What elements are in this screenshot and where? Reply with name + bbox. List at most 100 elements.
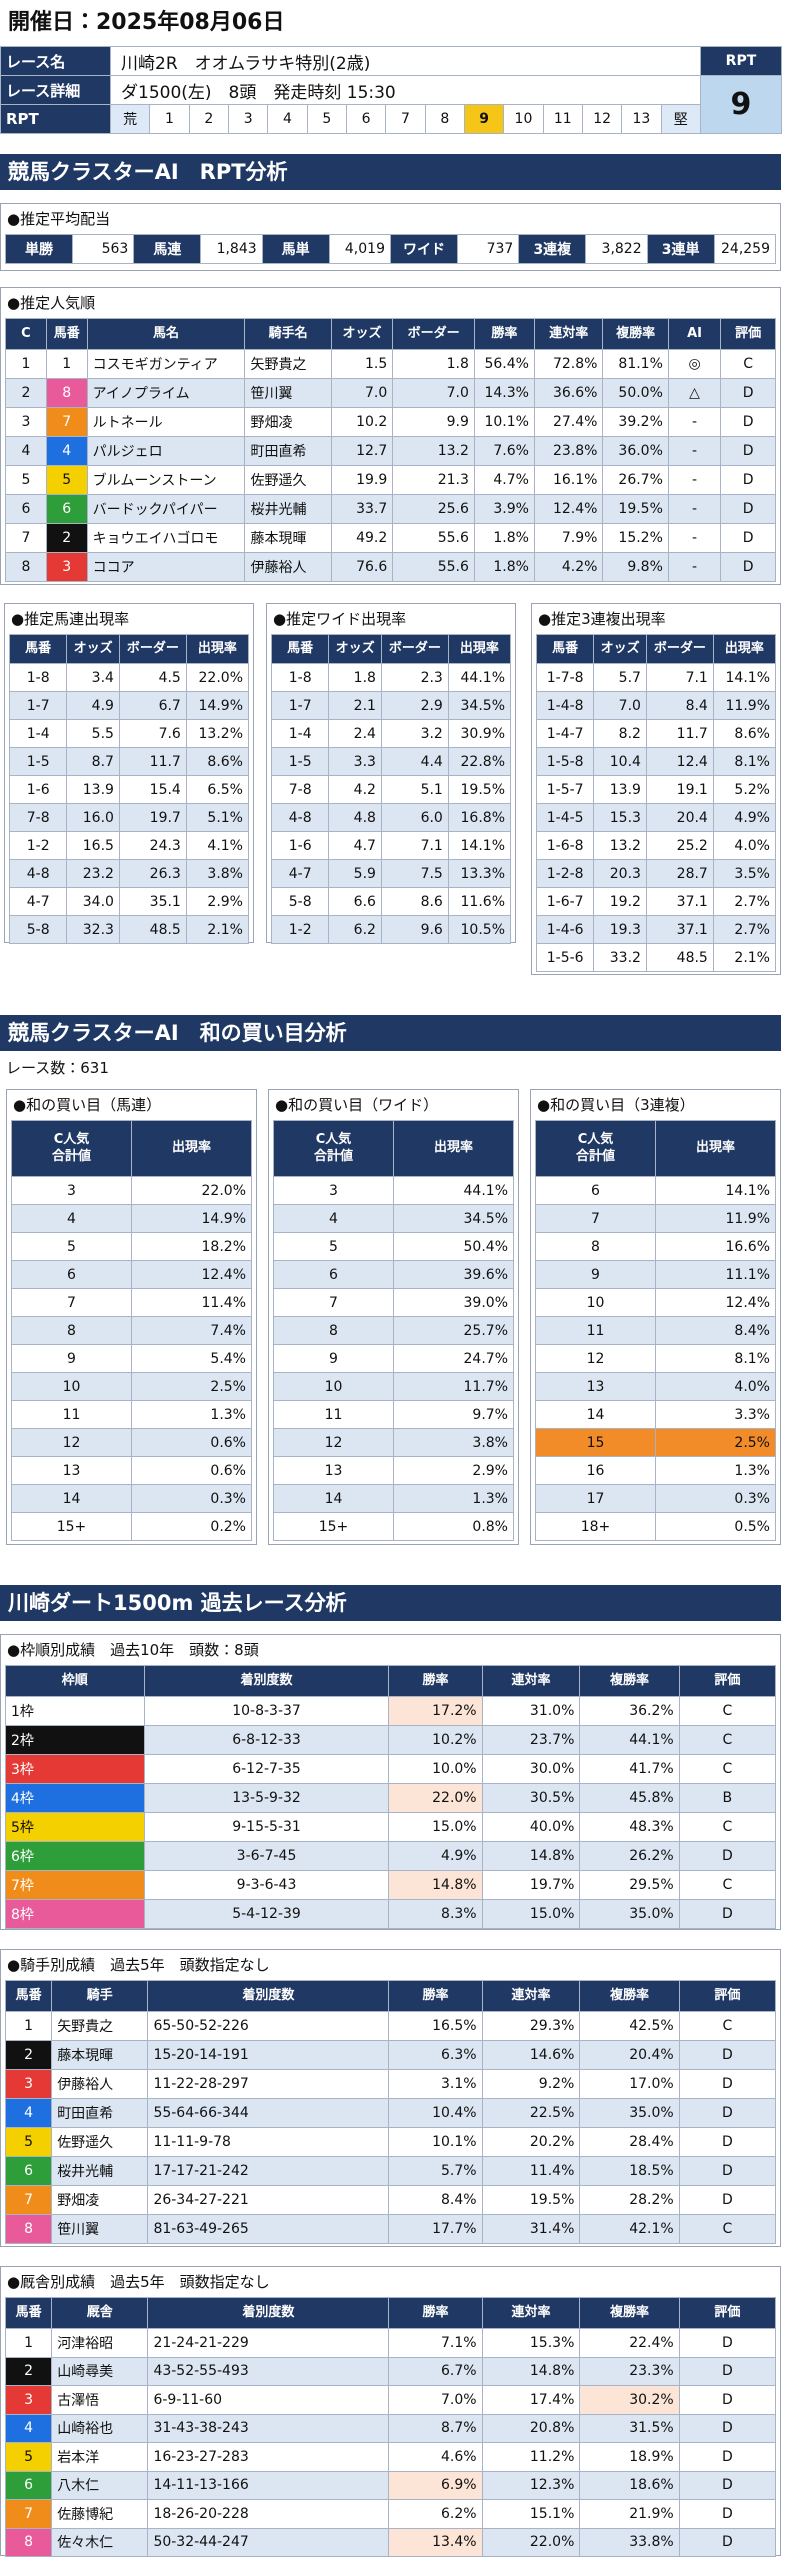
table-cell: D: [678, 2470, 777, 2500]
payout-value: 563: [71, 234, 135, 264]
table-cell: 5: [45, 465, 88, 495]
data-row: 7 2 キョウエイハゴロモ 藤本現暉 49.2 55.6 1.8% 7.9% 15.2% - D: [5, 523, 776, 553]
table-cell: 65-50-52-226: [147, 2011, 390, 2041]
table-cell: 36.6%: [533, 378, 604, 408]
table-cell: 8: [535, 1232, 656, 1261]
table-cell: 1.8%: [473, 552, 535, 582]
data-row: 1-6-8 13.2 25.2 4.0%: [535, 831, 777, 860]
table-cell: 7: [4, 2185, 53, 2215]
table-cell: 8.6: [380, 887, 449, 916]
table-cell: 7.1%: [388, 2328, 483, 2358]
table-cell: 5.7: [593, 663, 647, 692]
rpt-scale-cell: 5: [306, 104, 347, 134]
table-cell: 19.7: [118, 803, 187, 832]
table-cell: 16.0: [66, 803, 120, 832]
data-row: 9 11.1%: [535, 1260, 776, 1289]
data-row: 2 藤本現暉 15-20-14-191 6.3% 14.6% 20.4% D: [4, 2040, 777, 2070]
data-row: 1-7-8 5.7 7.1 14.1%: [535, 663, 777, 692]
data-row: 2 8 アイノプライム 笹川翼 7.0 7.0 14.3% 36.6% 50.0% △ D: [5, 378, 776, 408]
table-cell: 14.1%: [447, 831, 512, 860]
table-cell: 7.6%: [473, 436, 535, 466]
table-cell: 9: [273, 1344, 394, 1373]
data-row: 13 4.0%: [535, 1372, 776, 1401]
table-cell: D: [678, 2442, 777, 2472]
box-title: ●枠順別成績 過去10年 頭数：8頭: [7, 1641, 259, 1659]
table-cell: 8.7%: [388, 2413, 483, 2443]
table-cell: 17: [535, 1484, 656, 1513]
rpt-scale-cell: 2: [188, 104, 229, 134]
data-row: 2 山崎尋美 43-52-55-493 6.7% 14.8% 23.3% D: [4, 2356, 777, 2386]
column-header: 出現率: [712, 634, 777, 664]
data-row: 1-6 4.7 7.1 14.1%: [270, 831, 512, 860]
table-cell: バードックパイパー: [86, 494, 246, 524]
table-cell: 18.6%: [579, 2470, 680, 2500]
table-cell: 8: [4, 2527, 53, 2557]
table-cell: 12: [11, 1428, 132, 1457]
table-cell: 藤本現暉: [244, 523, 332, 553]
table-cell: 24.7%: [393, 1344, 514, 1373]
data-row: 1-8 3.4 4.5 22.0%: [8, 663, 250, 692]
table-cell: 5.2%: [712, 775, 777, 804]
table-cell: 7: [11, 1288, 132, 1317]
table-cell: 11.7: [118, 747, 187, 776]
table-cell: C: [678, 1725, 777, 1755]
table-cell: 10: [535, 1288, 656, 1317]
table-cell: 3.5%: [712, 859, 777, 888]
data-row: 11 1.3%: [11, 1400, 252, 1429]
table-cell: 45.8%: [579, 1783, 680, 1813]
table-cell: 佐々木仁: [51, 2527, 149, 2557]
table-cell: C: [678, 2011, 777, 2041]
table-cell: 44.1%: [393, 1176, 514, 1205]
data-row: 1-7 2.1 2.9 34.5%: [270, 691, 512, 720]
table-cell: 6-9-11-60: [147, 2385, 390, 2415]
column-header: ボーダー: [118, 634, 187, 664]
data-table: C人気 合計値 出現率 3 44.1% 4 34.5% 5 50.4% 6 39.6% 7 39.0%…: [273, 1120, 514, 1541]
table-cell: 6: [11, 1260, 132, 1289]
data-row: 1-2-8 20.3 28.7 3.5%: [535, 859, 777, 888]
table-cell: 15.1%: [481, 2499, 581, 2529]
table-cell: 36.2%: [579, 1696, 680, 1726]
table-cell: 7.1: [645, 663, 714, 692]
table-cell: 1.5: [330, 349, 394, 379]
table-cell: 5-4-12-39: [143, 1899, 390, 1929]
data-table: 馬番 オッズ ボーダー 出現率 1-8 3.4 4.5 22.0% 1-7 4.9 6.7 14.9%…: [8, 634, 250, 944]
header-row: 枠順 着別度数 勝率 連対率 複勝率 評価: [5, 1665, 777, 1697]
data-row: 8 16.6%: [535, 1232, 776, 1261]
table-cell: 1-5: [270, 747, 330, 776]
table-cell: 22.0%: [388, 1783, 483, 1813]
table-cell: 30.5%: [481, 1783, 581, 1813]
data-row: 17 0.3%: [535, 1484, 776, 1513]
table-cell: 39.6%: [393, 1260, 514, 1289]
header-label: レース名: [0, 46, 111, 76]
table-cell: B: [678, 1783, 777, 1813]
data-row: 5-8 6.6 8.6 11.6%: [270, 887, 512, 916]
table-cell: 22.5%: [481, 2098, 581, 2128]
table-cell: C: [678, 1870, 777, 1900]
table-cell: 佐野遥久: [244, 465, 332, 495]
table-cell: 5: [273, 1232, 394, 1261]
table-cell: 13.2: [593, 831, 647, 860]
table-cell: 42.1%: [579, 2214, 680, 2244]
table-cell: 35.0%: [579, 1899, 680, 1929]
table-cell: 4.9: [66, 691, 120, 720]
data-table: 馬番 オッズ ボーダー 出現率 1-8 1.8 2.3 44.1% 1-7 2.1 2.9 34.5%…: [270, 634, 512, 944]
data-row: 15 2.5%: [535, 1428, 776, 1457]
table-cell: 15+: [273, 1512, 394, 1541]
data-row: 3 7 ルトネール 野畑凌 10.2 9.9 10.1% 27.4% 39.2% - D: [5, 407, 776, 437]
header-row: C人気 合計値 出現率: [273, 1120, 514, 1177]
table-cell: 1-4: [270, 719, 330, 748]
table-cell: 3.4: [66, 663, 120, 692]
data-row: 1 1 コスモギガンティア 矢野貴之 1.5 1.8 56.4% 72.8% 81.1% ◎ C: [5, 349, 776, 379]
table-cell: 6.7: [118, 691, 187, 720]
data-row: 11 8.4%: [535, 1316, 776, 1345]
column-header: C: [5, 318, 47, 350]
header-row: C人気 合計値 出現率: [535, 1120, 776, 1177]
table-cell: 8.4: [645, 691, 714, 720]
payout-value: 3,822: [585, 234, 648, 264]
table-cell: 7: [4, 2499, 53, 2529]
table-cell: 4.8: [328, 803, 382, 832]
table-cell: 31.5%: [579, 2413, 680, 2443]
table-cell: アイノプライム: [86, 378, 246, 408]
table-cell: 28.4%: [579, 2127, 680, 2157]
table-cell: 1-6-7: [535, 887, 595, 916]
